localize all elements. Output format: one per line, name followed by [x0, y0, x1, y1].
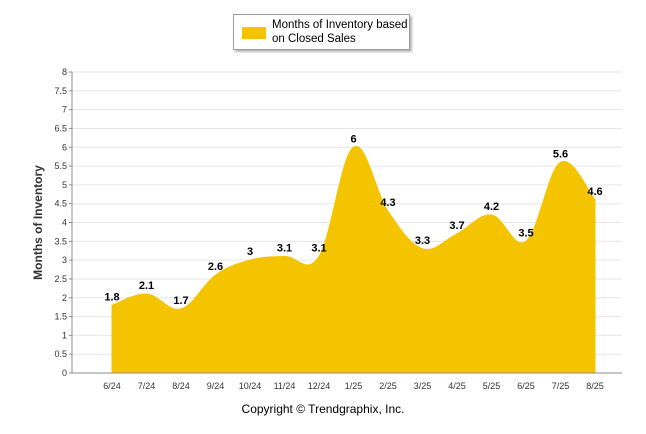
- y-tick-label: 8: [62, 67, 67, 77]
- legend-swatch: [242, 27, 266, 39]
- chart-legend: Months of Inventory based on Closed Sale…: [233, 14, 410, 50]
- y-tick-label: 0: [62, 368, 67, 378]
- y-tick-label: 2: [62, 293, 67, 303]
- series-area-months-of-inventory: [111, 146, 596, 374]
- y-tick-label: 5.5: [54, 161, 67, 171]
- x-tick-label: 5/25: [483, 381, 501, 391]
- x-tick-label: 7/24: [138, 381, 156, 391]
- data-label: 3.5: [518, 227, 533, 239]
- x-tick-label: 7/25: [552, 381, 570, 391]
- x-tick-label: 12/24: [308, 381, 331, 391]
- x-tick-label: 8/25: [586, 381, 604, 391]
- x-tick-label: 8/24: [172, 381, 190, 391]
- data-label: 2.6: [208, 261, 223, 273]
- legend-label: Months of Inventory based on Closed Sale…: [272, 19, 408, 45]
- x-tick-label: 11/24: [274, 381, 296, 391]
- y-tick-label: 4: [62, 218, 67, 228]
- y-tick-label: 7: [62, 105, 67, 115]
- data-label: 3.7: [449, 220, 464, 232]
- x-tick-label: 6/24: [103, 381, 121, 391]
- y-tick-label: 3.5: [54, 236, 67, 246]
- x-tick-label: 4/25: [448, 381, 466, 391]
- data-label: 3.1: [311, 242, 326, 254]
- y-tick-label: 6.5: [54, 123, 67, 133]
- data-label: 6: [350, 133, 356, 145]
- data-label: 4.3: [380, 197, 395, 209]
- data-label: 4.2: [484, 201, 499, 213]
- x-tick-label: 6/25: [517, 381, 535, 391]
- y-tick-label: 0.5: [54, 349, 67, 359]
- x-tick-label: 1/25: [345, 381, 363, 391]
- x-tick-label: 2/25: [379, 381, 397, 391]
- y-tick-label: 4.5: [54, 199, 67, 209]
- copyright-text: Copyright © Trendgraphix, Inc.: [241, 402, 405, 416]
- x-tick-label: 3/25: [414, 381, 432, 391]
- y-axis-title: Months of Inventory: [31, 165, 45, 280]
- data-label: 2.1: [139, 280, 154, 292]
- y-tick-label: 7.5: [54, 86, 67, 96]
- data-label: 5.6: [553, 148, 568, 160]
- data-label: 1.8: [104, 291, 119, 303]
- y-tick-label: 6: [62, 142, 67, 152]
- y-tick-label: 1.5: [54, 312, 67, 322]
- y-tick-label: 5: [62, 180, 67, 190]
- data-label: 3.3: [415, 235, 430, 247]
- x-tick-label: 9/24: [207, 381, 225, 391]
- data-label: 3: [247, 246, 253, 258]
- data-label: 4.6: [587, 186, 602, 198]
- data-label: 1.7: [173, 295, 188, 307]
- y-tick-label: 2.5: [54, 274, 67, 284]
- data-label: 3.1: [277, 242, 292, 254]
- y-tick-label: 3: [62, 255, 67, 265]
- y-tick-label: 1: [62, 330, 67, 340]
- x-tick-label: 10/24: [239, 381, 262, 391]
